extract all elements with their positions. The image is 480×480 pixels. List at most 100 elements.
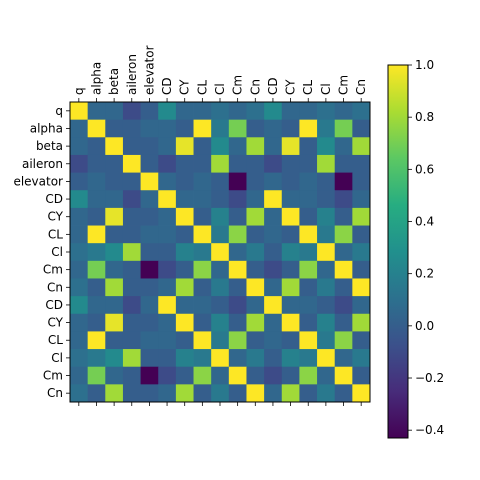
- heatmap-cell-0-9: [228, 102, 247, 121]
- heatmap-cell-6-5: [158, 207, 177, 226]
- heatmap-cell-4-1: [87, 172, 106, 191]
- heatmap-cell-5-8: [211, 190, 230, 209]
- heatmap-cell-14-11: [264, 349, 283, 368]
- heatmap-cell-2-11: [264, 137, 283, 156]
- y-tick-label: beta: [36, 139, 63, 153]
- heatmap-cell-11-0: [70, 296, 89, 315]
- heatmap-cell-5-16: [352, 190, 371, 209]
- heatmap-cell-2-13: [299, 137, 318, 156]
- y-tick-label: Cl: [51, 245, 63, 259]
- heatmap-cell-15-5: [158, 366, 177, 385]
- heatmap-cell-11-2: [105, 296, 124, 315]
- heatmap-cell-10-9: [228, 278, 247, 297]
- heatmap-cell-10-6: [175, 278, 194, 297]
- heatmap-cell-12-5: [158, 313, 177, 332]
- heatmap-cell-4-9: [228, 172, 247, 191]
- heatmap-cell-0-0: [70, 102, 89, 121]
- heatmap-cell-9-10: [246, 260, 265, 279]
- heatmap-cell-14-12: [281, 349, 300, 368]
- heatmap-cell-6-9: [228, 207, 247, 226]
- heatmap-cell-6-8: [211, 207, 230, 226]
- heatmap-cell-1-3: [122, 119, 141, 138]
- heatmap-cell-6-4: [140, 207, 159, 226]
- heatmap-cell-8-16: [352, 243, 371, 262]
- heatmap-cell-2-1: [87, 137, 106, 156]
- heatmap-cell-3-1: [87, 154, 106, 173]
- heatmap-cell-7-13: [299, 225, 318, 244]
- heatmap-cell-8-4: [140, 243, 159, 262]
- heatmap-cell-3-0: [70, 154, 89, 173]
- heatmap-cell-4-5: [158, 172, 177, 191]
- heatmap-cell-3-2: [105, 154, 124, 173]
- heatmap-cell-6-2: [105, 207, 124, 226]
- heatmap-cell-15-6: [175, 366, 194, 385]
- heatmap-cell-16-6: [175, 384, 194, 403]
- heatmap-cell-1-13: [299, 119, 318, 138]
- heatmap-cell-15-0: [70, 366, 89, 385]
- heatmap-cell-4-0: [70, 172, 89, 191]
- colorbar-ticks: −0.4 −0.2 0.0 0.2 0.4 0.6 0.8 1.0: [408, 58, 444, 437]
- heatmap-cell-10-3: [122, 278, 141, 297]
- heatmap-cell-1-0: [70, 119, 89, 138]
- heatmap-cell-10-10: [246, 278, 265, 297]
- heatmap-cell-0-12: [281, 102, 300, 121]
- heatmap-cell-9-12: [281, 260, 300, 279]
- heatmap-cell-15-14: [317, 366, 336, 385]
- heatmap-cell-0-14: [317, 102, 336, 121]
- heatmap-cell-0-13: [299, 102, 318, 121]
- colorbar-frame: [387, 64, 409, 439]
- heatmap-cell-9-8: [211, 260, 230, 279]
- heatmap-cell-15-15: [334, 366, 353, 385]
- y-tick-label: CL: [48, 333, 63, 347]
- heatmap-cell-9-14: [317, 260, 336, 279]
- heatmap-cell-16-10: [246, 384, 265, 403]
- x-tick-label: Cm: [337, 75, 351, 95]
- heatmap-cell-6-0: [70, 207, 89, 226]
- heatmap-cell-12-4: [140, 313, 159, 332]
- x-axis-ticks: q alpha beta aileron elevator CD CY CL Cl Cm Cn CD C…: [72, 45, 368, 406]
- heatmap-cell-3-3: [122, 154, 141, 173]
- heatmap-cell-4-13: [299, 172, 318, 191]
- heatmap-cell-13-0: [70, 331, 89, 350]
- heatmap-cell-15-4: [140, 366, 159, 385]
- heatmap-cell-11-11: [264, 296, 283, 315]
- heatmap-cell-12-2: [105, 313, 124, 332]
- heatmap-cell-2-9: [228, 137, 247, 156]
- heatmap-cell-3-10: [246, 154, 265, 173]
- heatmap-cell-14-1: [87, 349, 106, 368]
- heatmap-cell-11-3: [122, 296, 141, 315]
- heatmap-cell-7-4: [140, 225, 159, 244]
- heatmap-cell-2-6: [175, 137, 194, 156]
- x-tick-label: CD: [266, 77, 280, 95]
- heatmap-cell-16-11: [264, 384, 283, 403]
- heatmap-cell-5-7: [193, 190, 212, 209]
- heatmap-cell-14-13: [299, 349, 318, 368]
- heatmap-cell-5-15: [334, 190, 353, 209]
- heatmap-cell-8-7: [193, 243, 212, 262]
- heatmap-cell-1-2: [105, 119, 124, 138]
- heatmap-cell-11-13: [299, 296, 318, 315]
- heatmap-cell-13-3: [122, 331, 141, 350]
- heatmap-cell-12-10: [246, 313, 265, 332]
- heatmap-cell-13-2: [105, 331, 124, 350]
- colorbar-tick-label: −0.2: [415, 371, 444, 385]
- heatmap-cell-11-5: [158, 296, 177, 315]
- heatmap-cell-8-0: [70, 243, 89, 262]
- x-tick-label: alpha: [89, 62, 103, 95]
- heatmap-cell-10-5: [158, 278, 177, 297]
- heatmap-cell-2-12: [281, 137, 300, 156]
- heatmap-cell-1-15: [334, 119, 353, 138]
- heatmap-cell-8-5: [158, 243, 177, 262]
- heatmap-cell-8-2: [105, 243, 124, 262]
- heatmap-cell-15-8: [211, 366, 230, 385]
- heatmap-cell-7-11: [264, 225, 283, 244]
- heatmap-cell-13-6: [175, 331, 194, 350]
- heatmap-cell-9-16: [352, 260, 371, 279]
- heatmap-cell-13-14: [317, 331, 336, 350]
- x-tick-label: q: [72, 87, 86, 95]
- heatmap-cell-4-12: [281, 172, 300, 191]
- y-tick-label: CD: [45, 298, 63, 312]
- heatmap-cell-9-6: [175, 260, 194, 279]
- heatmap-cell-9-15: [334, 260, 353, 279]
- heatmap-cell-4-3: [122, 172, 141, 191]
